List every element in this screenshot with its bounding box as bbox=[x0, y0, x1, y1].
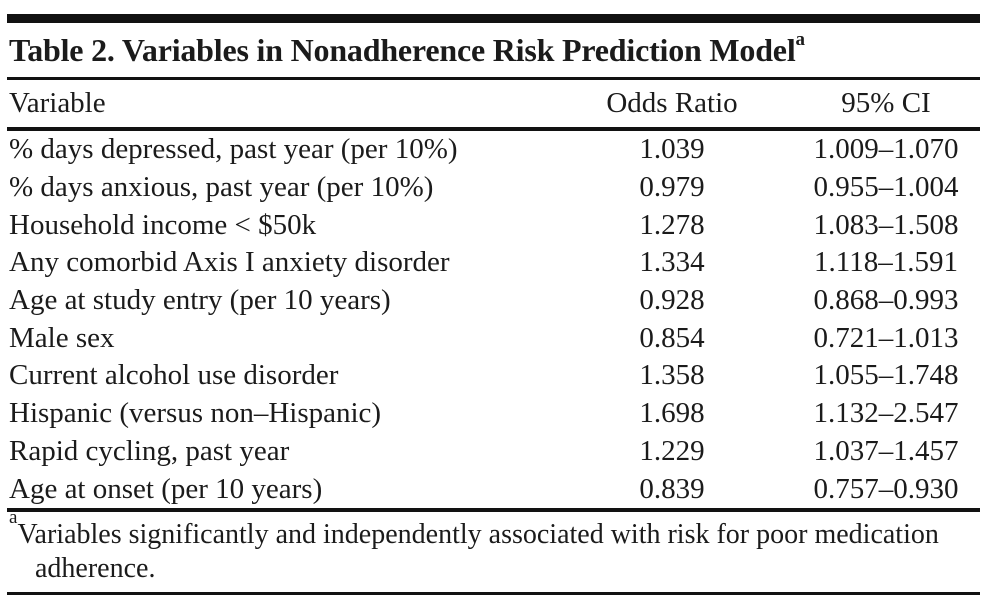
table-row: Rapid cycling, past year 1.229 1.037–1.4… bbox=[7, 433, 980, 471]
odds-ratio-cell: 1.229 bbox=[639, 434, 705, 467]
ci-cell: 0.868–0.993 bbox=[813, 284, 959, 317]
variable-cell: Current alcohol use disorder bbox=[9, 361, 339, 391]
ci-cell: 1.055–1.748 bbox=[813, 359, 959, 392]
variable-cell: Household income < $50k bbox=[9, 210, 317, 240]
table-title: Table 2. Variables in Nonadherence Risk … bbox=[9, 29, 805, 68]
title-divider-rule bbox=[7, 77, 980, 80]
odds-ratio-cell: 1.278 bbox=[639, 208, 705, 241]
body-divider-rule bbox=[7, 507, 980, 512]
table-title-text: Table 2. Variables in Nonadherence Risk … bbox=[9, 31, 796, 68]
variable-cell: % days depressed, past year (per 10%) bbox=[9, 135, 458, 165]
top-rule bbox=[7, 14, 980, 23]
ci-cell: 1.037–1.457 bbox=[813, 434, 959, 467]
variable-cell: % days anxious, past year (per 10%) bbox=[9, 173, 434, 203]
table-row: Any comorbid Axis I anxiety disorder 1.3… bbox=[7, 244, 980, 282]
table-row: Age at study entry (per 10 years) 0.928 … bbox=[7, 282, 980, 320]
table-row: Male sex 0.854 0.721–1.013 bbox=[7, 319, 980, 357]
variable-cell: Age at study entry (per 10 years) bbox=[9, 286, 391, 316]
variable-cell: Rapid cycling, past year bbox=[9, 436, 290, 466]
table-body: % days depressed, past year (per 10%) 1.… bbox=[7, 131, 980, 508]
header-divider-rule bbox=[7, 127, 980, 131]
ci-cell: 0.721–1.013 bbox=[813, 321, 959, 354]
odds-ratio-cell: 0.979 bbox=[639, 171, 705, 204]
table-row: Current alcohol use disorder 1.358 1.055… bbox=[7, 357, 980, 395]
odds-ratio-cell: 1.334 bbox=[639, 246, 705, 279]
column-header-variable: Variable bbox=[9, 89, 106, 118]
variable-cell: Any comorbid Axis I anxiety disorder bbox=[9, 248, 450, 278]
odds-ratio-cell: 1.358 bbox=[639, 359, 705, 392]
column-header-ci: 95% CI bbox=[841, 87, 931, 119]
table-footnote: aVariables significantly and independent… bbox=[7, 508, 980, 592]
table-row: Household income < $50k 1.278 1.083–1.50… bbox=[7, 206, 980, 244]
variable-cell: Hispanic (versus non–Hispanic) bbox=[9, 399, 382, 429]
table-row: % days anxious, past year (per 10%) 0.97… bbox=[7, 169, 980, 207]
ci-cell: 0.757–0.930 bbox=[813, 472, 959, 505]
table-row: Age at onset (per 10 years) 0.839 0.757–… bbox=[7, 470, 980, 508]
table-header-row: Variable Odds Ratio 95% CI bbox=[7, 80, 980, 127]
odds-ratio-cell: 1.039 bbox=[639, 133, 705, 166]
odds-ratio-cell: 0.928 bbox=[639, 284, 705, 317]
ci-cell: 1.083–1.508 bbox=[813, 208, 959, 241]
odds-ratio-cell: 0.854 bbox=[639, 321, 705, 354]
variable-cell: Age at onset (per 10 years) bbox=[9, 474, 323, 504]
ci-cell: 1.132–2.547 bbox=[813, 397, 959, 430]
ci-cell: 0.955–1.004 bbox=[813, 171, 959, 204]
odds-ratio-cell: 0.839 bbox=[639, 472, 705, 505]
table-row: Hispanic (versus non–Hispanic) 1.698 1.1… bbox=[7, 395, 980, 433]
table-row: % days depressed, past year (per 10%) 1.… bbox=[7, 131, 980, 169]
ci-cell: 1.118–1.591 bbox=[814, 246, 958, 279]
bottom-rule bbox=[7, 591, 980, 595]
ci-cell: 1.009–1.070 bbox=[813, 133, 959, 166]
variable-cell: Male sex bbox=[9, 323, 115, 353]
footnote-text: Variables significantly and independentl… bbox=[17, 518, 939, 584]
odds-ratio-cell: 1.698 bbox=[639, 397, 705, 430]
footnote-marker: a bbox=[9, 506, 18, 528]
column-header-odds-ratio: Odds Ratio bbox=[606, 87, 738, 119]
